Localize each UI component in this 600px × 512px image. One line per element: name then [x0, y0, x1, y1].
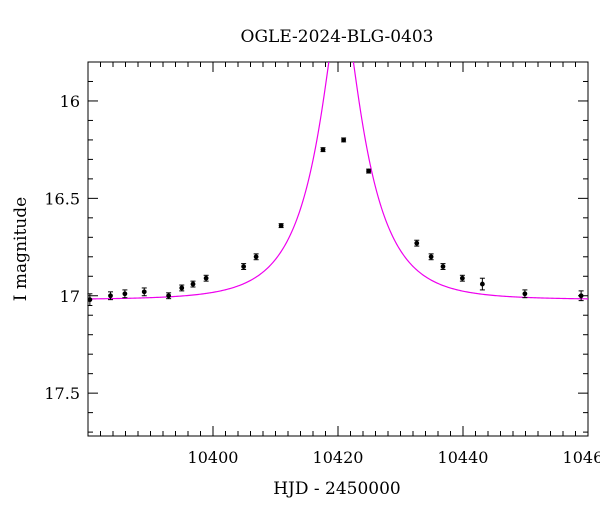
data-point [459, 274, 465, 282]
data-point [341, 137, 347, 143]
point-marker [578, 293, 584, 299]
data-point [179, 284, 185, 292]
model-curve-layer [88, 62, 588, 300]
point-marker [459, 275, 465, 281]
data-point [87, 293, 93, 306]
data-points-layer [87, 137, 584, 306]
point-marker [203, 275, 209, 281]
data-point [108, 291, 113, 301]
data-point [479, 277, 485, 291]
data-point [253, 253, 259, 261]
data-point [522, 289, 528, 299]
chart-title: OGLE-2024-BLG-0403 [241, 27, 434, 47]
x-tick-label: 10400 [188, 448, 239, 467]
x-tick-label: 10460 [563, 448, 600, 467]
data-point [414, 239, 420, 247]
point-marker [278, 223, 284, 229]
y-tick-label: 16 [60, 92, 80, 111]
point-marker [428, 254, 434, 260]
point-marker [320, 147, 326, 153]
y-tick-label: 17.5 [44, 384, 80, 403]
point-marker [241, 264, 247, 269]
point-marker [190, 281, 196, 287]
x-axis-ticks: 10400 10420 10440 10460 [87, 62, 600, 467]
y-tick-label: 17 [60, 287, 80, 306]
point-marker [341, 137, 347, 143]
point-marker [440, 264, 446, 269]
y-axis-label: I magnitude [11, 197, 31, 301]
point-marker [122, 291, 128, 297]
data-point [278, 223, 284, 229]
point-marker [108, 293, 113, 299]
plot-frame [87, 61, 589, 437]
data-point [428, 253, 434, 261]
y-axis-ticks: 16 16.5 17 17.5 [44, 61, 588, 433]
point-marker [522, 291, 528, 297]
data-point [190, 280, 196, 288]
data-point [578, 290, 584, 302]
point-marker [87, 297, 93, 303]
data-point [320, 147, 326, 153]
data-point [366, 168, 372, 174]
point-marker [366, 168, 372, 174]
point-marker [253, 254, 259, 260]
data-point [241, 263, 247, 270]
data-point [122, 289, 128, 299]
x-tick-label: 10420 [313, 448, 364, 467]
point-marker [179, 285, 185, 291]
y-tick-label: 16.5 [44, 189, 80, 208]
data-point [440, 263, 446, 270]
point-marker [141, 289, 147, 295]
data-point [203, 274, 209, 282]
data-point [141, 287, 147, 297]
x-tick-label: 10440 [438, 448, 489, 467]
point-marker [166, 293, 172, 299]
point-marker [479, 281, 485, 287]
data-point [166, 292, 172, 300]
model-curve [88, 62, 588, 300]
plot-border [87, 61, 589, 437]
x-axis-label: HJD - 2450000 [273, 479, 401, 499]
point-marker [414, 240, 420, 246]
